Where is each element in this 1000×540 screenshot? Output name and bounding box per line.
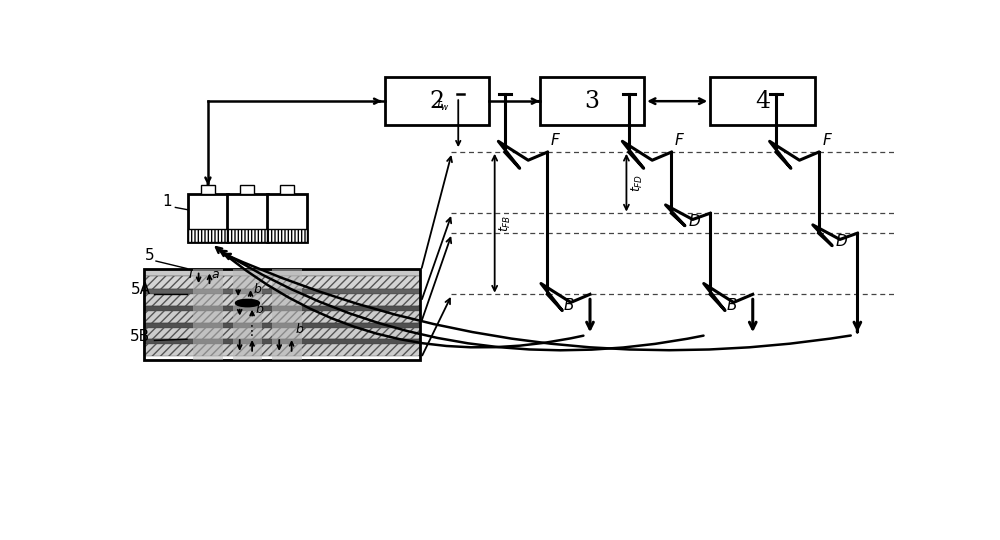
Text: $F$: $F$ xyxy=(550,132,561,148)
Bar xyxy=(233,268,262,360)
Text: $t_w$: $t_w$ xyxy=(436,98,450,113)
Text: $D$: $D$ xyxy=(688,213,701,229)
Bar xyxy=(144,276,420,289)
Bar xyxy=(144,344,420,356)
Bar xyxy=(144,268,420,276)
Bar xyxy=(280,185,294,194)
Bar xyxy=(710,77,815,125)
Text: 5B: 5B xyxy=(130,329,150,345)
Text: $B$: $B$ xyxy=(563,297,575,313)
Text: $b$: $b$ xyxy=(253,282,262,296)
Text: $B$: $B$ xyxy=(726,297,738,313)
Text: $F$: $F$ xyxy=(822,132,833,148)
Text: $b$: $b$ xyxy=(295,322,304,336)
Text: $I$: $I$ xyxy=(188,268,193,281)
Bar xyxy=(193,268,223,360)
Bar xyxy=(188,229,228,241)
Text: 1: 1 xyxy=(162,194,172,209)
Text: 5A: 5A xyxy=(131,282,151,298)
Bar xyxy=(267,229,307,241)
Text: 2: 2 xyxy=(429,90,444,113)
Ellipse shape xyxy=(236,300,259,306)
Bar xyxy=(188,194,228,241)
Bar xyxy=(144,328,420,339)
Text: $t_{FD}$: $t_{FD}$ xyxy=(630,173,645,192)
Text: $t_{FB}$: $t_{FB}$ xyxy=(498,214,513,232)
Bar xyxy=(144,289,420,294)
Bar xyxy=(144,311,420,322)
Text: $a$: $a$ xyxy=(211,268,220,281)
Text: 5: 5 xyxy=(145,248,155,263)
Text: 4: 4 xyxy=(755,90,770,113)
Bar xyxy=(144,268,420,360)
Text: 3: 3 xyxy=(584,90,599,113)
Bar xyxy=(144,322,420,328)
Bar xyxy=(201,185,215,194)
Bar xyxy=(227,229,268,241)
Bar xyxy=(272,268,302,360)
Bar xyxy=(144,306,420,311)
Text: $b$: $b$ xyxy=(255,302,265,316)
Text: $F$: $F$ xyxy=(674,132,685,148)
Bar xyxy=(227,194,268,241)
Bar xyxy=(240,185,254,194)
Text: $D$: $D$ xyxy=(835,233,848,249)
Bar xyxy=(144,339,420,344)
Bar xyxy=(385,77,489,125)
Bar xyxy=(540,77,644,125)
Text: ⋮: ⋮ xyxy=(244,324,258,338)
Bar xyxy=(144,294,420,306)
Bar xyxy=(267,194,307,241)
